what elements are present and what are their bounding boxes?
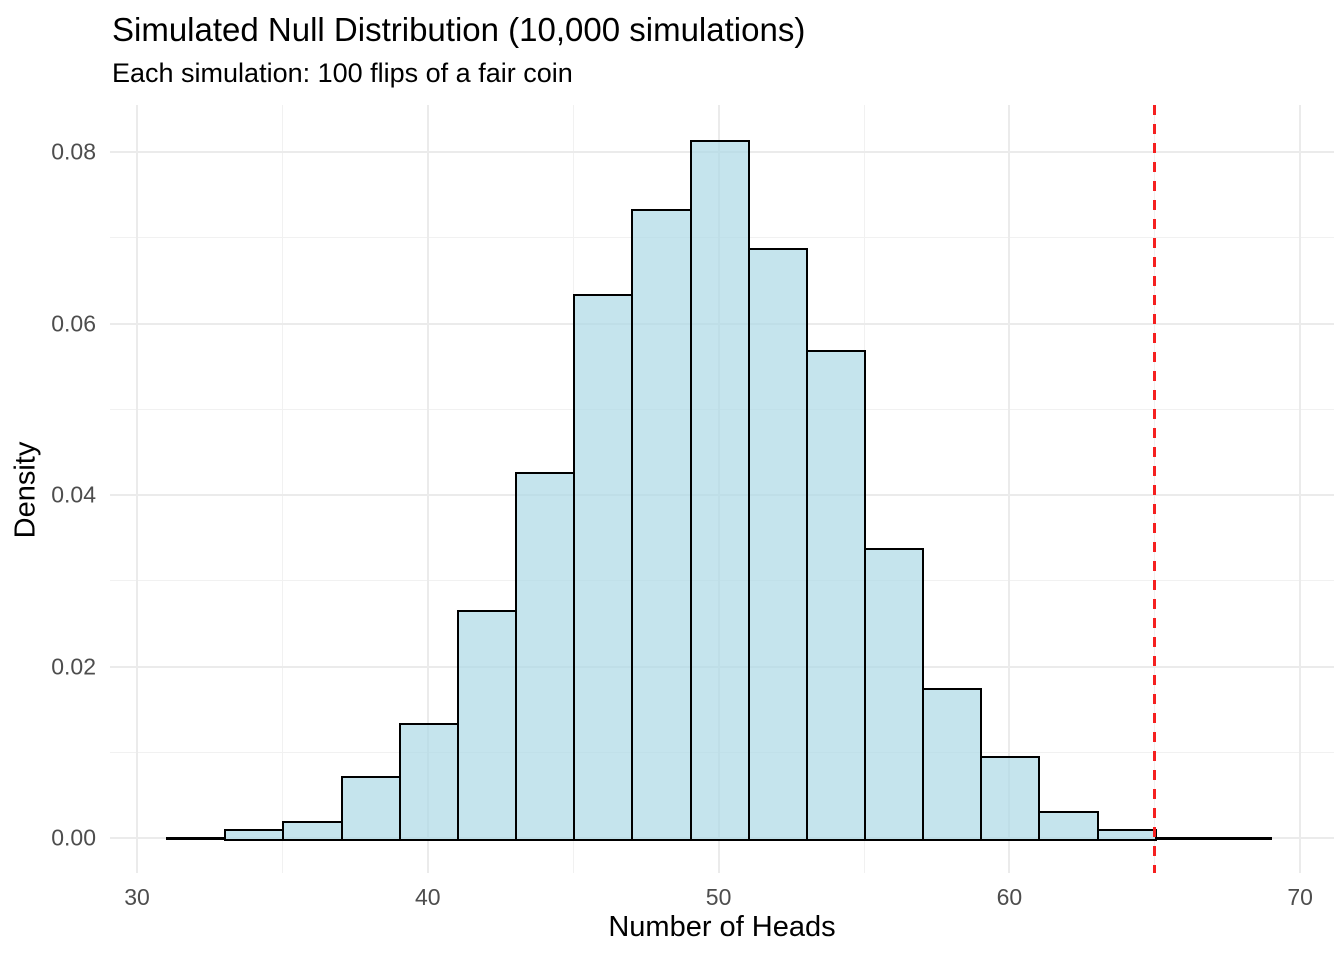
chart-title: Simulated Null Distribution (10,000 simu… (112, 11, 806, 48)
y-tick-label: 0.02 (51, 653, 96, 679)
histogram-bar (340, 775, 401, 841)
histogram-bar (631, 209, 692, 841)
y-tick-label: 0.04 (51, 481, 96, 508)
histogram-bar (1038, 811, 1099, 841)
y-tick-label: 0.06 (51, 310, 96, 336)
x-minor-gridline (281, 105, 283, 873)
histogram-bar (456, 609, 518, 841)
x-tick-label: 40 (415, 884, 441, 910)
histogram-bar (689, 139, 750, 841)
histogram-bar (515, 471, 576, 841)
histogram-bar (1154, 837, 1214, 840)
x-major-gridline (136, 105, 138, 873)
histogram-bar (980, 756, 1041, 841)
histogram-bar (805, 349, 866, 841)
x-major-gridline (426, 105, 429, 873)
x-tick-label: 50 (705, 884, 732, 910)
histogram-bar (224, 829, 285, 841)
reference-line (1153, 105, 1157, 873)
chart-subtitle: Each simulation: 100 flips of a fair coi… (112, 58, 573, 88)
histogram-bar (922, 687, 983, 841)
x-tick-label: 60 (996, 884, 1023, 910)
histogram-bar (398, 722, 459, 841)
histogram-bar (573, 294, 634, 841)
histogram-bar (1212, 837, 1273, 840)
x-tick-label: 30 (124, 884, 150, 910)
x-axis-title: Number of Heads (608, 911, 836, 943)
histogram-bar (864, 547, 925, 841)
y-tick-label: 0.00 (51, 824, 96, 851)
histogram-bar (282, 820, 343, 841)
x-tick-label: 70 (1287, 884, 1313, 910)
x-major-gridline (1008, 105, 1011, 873)
plot-panel (110, 105, 1334, 873)
histogram-bar (1096, 829, 1157, 841)
histogram-bar (166, 837, 226, 840)
y-tick-label: 0.08 (51, 138, 96, 165)
x-major-gridline (1299, 105, 1302, 873)
histogram-bar (747, 247, 808, 841)
